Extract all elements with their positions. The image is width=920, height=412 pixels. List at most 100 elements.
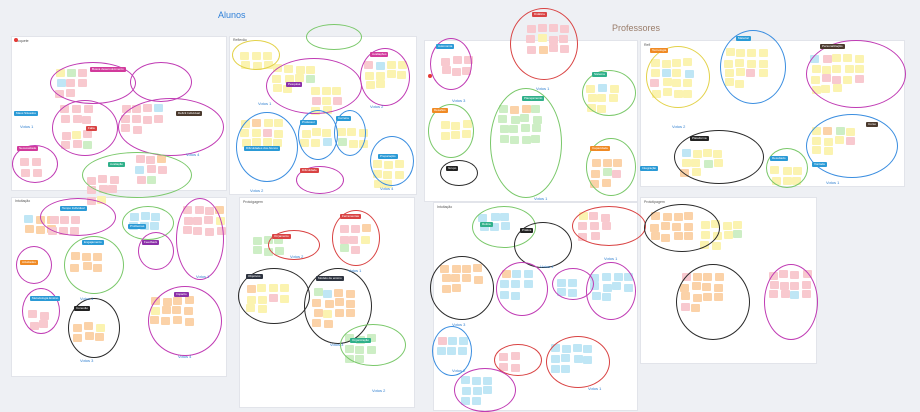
category-tag[interactable]: Avaliações — [370, 52, 389, 58]
frame-title: Intuitação — [437, 205, 453, 209]
category-tag[interactable]: Dificuldades dos Alunos — [244, 146, 280, 152]
category-tag[interactable]: Ferramentas — [340, 214, 362, 220]
vote-label: Votos 2 — [372, 388, 386, 393]
vote-label: Votos 3 — [80, 358, 94, 363]
vote-label: Votos 1 — [258, 101, 272, 106]
sticky-note[interactable] — [97, 195, 107, 204]
category-tag[interactable]: Maus Situados — [14, 111, 38, 117]
cluster-ring — [766, 148, 808, 188]
category-tag[interactable]: Vontade — [812, 162, 828, 168]
cluster-ring — [40, 198, 116, 236]
category-tag[interactable]: Feedback — [142, 240, 160, 246]
cluster-ring — [296, 166, 344, 194]
cluster-ring — [304, 268, 372, 344]
sticky-note[interactable] — [733, 220, 743, 229]
frame-title: Moquete — [15, 39, 29, 43]
category-tag[interactable]: Falta — [86, 126, 97, 132]
category-tag[interactable]: Conexão — [74, 306, 91, 312]
sticky-note[interactable] — [712, 241, 722, 250]
sticky-note[interactable] — [24, 214, 34, 223]
sticky-note[interactable] — [253, 246, 263, 255]
cluster-ring — [68, 298, 120, 358]
sticky-note[interactable] — [723, 221, 733, 230]
category-tag[interactable]: Planejamento — [522, 96, 545, 102]
sticky-note[interactable] — [733, 230, 743, 239]
frame-title: Prototipagem — [644, 200, 665, 204]
sticky-note[interactable] — [723, 230, 733, 239]
sticky-note[interactable] — [264, 247, 274, 256]
professores-section-title: Professores — [612, 23, 661, 33]
category-tag[interactable]: Deficit Individual — [176, 111, 202, 117]
frame-title: Reflexão — [233, 38, 247, 42]
vote-label: Votos 3 — [330, 342, 344, 347]
category-tag[interactable]: Atividades — [20, 260, 38, 266]
category-tag[interactable]: Carreira — [336, 116, 351, 122]
category-tag[interactable]: Metodologia Ensino — [30, 296, 61, 302]
alunos-section-title: Alunos — [218, 10, 246, 20]
category-tag[interactable]: Objetivos — [246, 274, 263, 280]
cluster-ring — [720, 30, 786, 104]
cluster-ring — [454, 368, 516, 412]
vote-label: Votos 2 — [672, 124, 686, 129]
category-tag[interactable]: Tempo Individual — [60, 206, 87, 212]
category-tag[interactable]: Grupo — [446, 166, 459, 172]
category-tag[interactable]: Busca desenvolvimento — [90, 67, 126, 73]
vote-label: Votos 1 — [826, 180, 840, 185]
cluster-ring — [806, 40, 906, 108]
cluster-ring — [494, 344, 542, 376]
category-tag[interactable]: Orçamento — [272, 234, 291, 240]
category-tag[interactable]: Engajamento — [82, 240, 104, 246]
frame-title: Refl — [644, 43, 651, 47]
sticky-note[interactable] — [215, 206, 225, 215]
category-tag[interactable]: Preparação — [378, 154, 398, 160]
vote-label: Votos 1 — [588, 386, 602, 391]
category-tag[interactable]: Desafios — [432, 108, 448, 114]
vote-label: Votos 4 — [178, 354, 192, 359]
cluster-ring — [268, 230, 320, 260]
category-tag[interactable]: Prática — [520, 228, 534, 234]
category-tag[interactable]: Professor — [300, 120, 317, 126]
category-tag[interactable]: Rotina — [480, 222, 493, 228]
vote-label: Votos 4 — [186, 152, 200, 157]
category-tag[interactable]: Didática — [532, 12, 547, 18]
category-tag[interactable]: Personalização — [820, 44, 845, 50]
category-tag[interactable]: Capacidade — [590, 146, 611, 152]
sticky-note[interactable] — [373, 180, 383, 189]
category-tag[interactable]: Avaliação — [108, 162, 125, 168]
category-tag[interactable]: Integração — [640, 166, 659, 172]
category-tag[interactable]: Organização — [350, 338, 372, 344]
vote-label: Votos 1 — [80, 296, 94, 301]
category-tag[interactable]: Pesquisa — [286, 82, 303, 88]
sticky-note[interactable] — [121, 104, 131, 113]
vote-label: Votos 3 — [452, 98, 466, 103]
sticky-note[interactable] — [87, 186, 97, 195]
cluster-ring — [340, 324, 406, 366]
category-tag[interactable]: Necessidade — [17, 146, 39, 152]
cluster-ring — [118, 98, 224, 156]
cluster-ring — [572, 206, 646, 246]
category-tag[interactable]: Dificuldade — [300, 168, 319, 174]
cluster-ring — [266, 58, 362, 114]
sticky-note[interactable] — [24, 225, 34, 234]
cluster-ring — [646, 46, 710, 108]
cluster-ring — [236, 112, 298, 182]
cluster-ring — [22, 288, 60, 334]
cluster-ring — [644, 204, 720, 252]
cluster-ring — [130, 62, 192, 102]
category-tag[interactable]: Problemas — [128, 224, 147, 230]
sticky-note[interactable] — [253, 237, 262, 246]
category-tag[interactable]: Tecnologia — [650, 48, 669, 54]
cluster-ring — [306, 24, 362, 50]
category-tag[interactable]: Resultado — [770, 156, 788, 162]
category-tag[interactable]: Plataforma — [690, 136, 709, 142]
sticky-note[interactable] — [35, 225, 45, 234]
category-tag[interactable]: Sistema — [592, 72, 607, 78]
category-tag[interactable]: Impacto — [174, 292, 189, 298]
category-tag[interactable]: Material — [736, 36, 751, 42]
vote-label: Votos 1 — [534, 196, 548, 201]
category-tag[interactable]: Autonomia — [436, 44, 455, 50]
category-tag[interactable]: Curso — [866, 122, 879, 128]
category-tag[interactable]: Modelo de ensino — [316, 276, 344, 282]
cluster-ring — [12, 145, 58, 183]
